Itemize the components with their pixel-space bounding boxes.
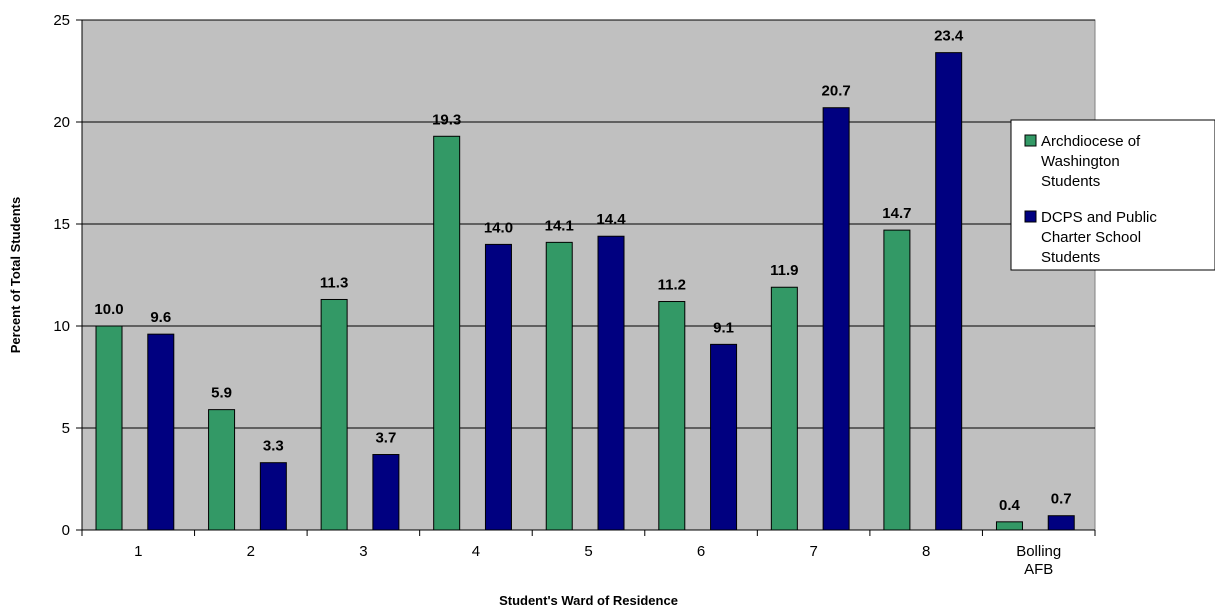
x-tick-label: 4 xyxy=(472,543,480,560)
data-label: 10.0 xyxy=(94,301,123,318)
data-label: 0.4 xyxy=(999,497,1021,514)
bar-series-2-3 xyxy=(372,454,400,531)
legend-entry-line: Students xyxy=(1041,173,1100,190)
x-tick-label: 8 xyxy=(922,543,930,560)
data-label: 23.4 xyxy=(934,28,964,45)
legend-entry-line: Washington xyxy=(1041,153,1120,170)
bars xyxy=(95,52,1075,531)
x-tick-label: 7 xyxy=(809,543,817,560)
x-tick-label-line: Bolling xyxy=(1016,543,1061,560)
legend-entry-line: Archdiocese of xyxy=(1041,133,1141,150)
bar-series-2-bolling-afb xyxy=(1047,515,1075,531)
x-axis-title: Student's Ward of Residence xyxy=(499,593,678,608)
bar-series-2-8 xyxy=(935,52,963,531)
data-label: 14.4 xyxy=(596,211,626,228)
bar-series-1-bolling-afb xyxy=(995,521,1023,531)
x-tick-label: 6 xyxy=(697,543,705,560)
y-axis-title: Percent of Total Students xyxy=(8,197,23,354)
y-tick-label: 25 xyxy=(53,12,70,29)
x-tick-label-line: AFB xyxy=(1024,561,1053,578)
bar-series-1-2 xyxy=(208,409,236,531)
bar-series-1-1 xyxy=(95,325,123,531)
bar-series-1-4 xyxy=(433,135,461,531)
x-tick-label-line: 1 xyxy=(134,543,142,560)
data-label: 3.7 xyxy=(375,430,396,447)
legend: Archdiocese of Washington Students DCPS and… xyxy=(1010,119,1215,271)
x-tick-label: 5 xyxy=(584,543,592,560)
data-labels: 10.0 5.9 11.3 19.3 14.1 11.2 11.9 14.7 0.4 9.6 3.3… xyxy=(94,28,1071,514)
y-tick-label: 20 xyxy=(53,114,70,131)
data-label: 5.9 xyxy=(211,385,232,402)
data-label: 9.6 xyxy=(150,309,171,326)
gridlines xyxy=(82,19,1095,429)
bar-series-1-7 xyxy=(770,286,798,531)
x-tick-label: 2 xyxy=(247,543,255,560)
legend-swatch xyxy=(1024,134,1037,147)
x-axis: 1 2 3 4 5 6 7 8 Bolling AFB xyxy=(81,529,1096,578)
x-tick-label-line: 7 xyxy=(809,543,817,560)
legend-entry-line: Students xyxy=(1041,249,1100,266)
legend-swatch xyxy=(1024,210,1037,223)
bar-series-2-1 xyxy=(147,333,175,531)
x-tick-label-line: 4 xyxy=(472,543,480,560)
bar-series-2-7 xyxy=(822,107,850,531)
bar-series-1-6 xyxy=(658,301,686,531)
bar-series-2-4 xyxy=(484,243,512,531)
data-label: 14.0 xyxy=(484,219,513,236)
x-tick-label: Bolling AFB xyxy=(1016,543,1061,578)
legend-entry-line: Charter School xyxy=(1041,229,1141,246)
x-tick-label-line: 5 xyxy=(584,543,592,560)
legend-box xyxy=(1010,119,1215,271)
data-label: 11.2 xyxy=(658,277,686,294)
x-tick-label-line: 2 xyxy=(247,543,255,560)
x-tick-label-line: 3 xyxy=(359,543,367,560)
data-label: 14.7 xyxy=(882,205,911,222)
x-tick-label-line: 8 xyxy=(922,543,930,560)
bar-series-1-8 xyxy=(883,229,911,531)
y-axis: 0 5 10 15 20 25 xyxy=(53,12,83,539)
data-label: 0.7 xyxy=(1051,491,1072,508)
x-tick-label-line: 6 xyxy=(697,543,705,560)
y-tick-label: 5 xyxy=(62,420,70,437)
data-label: 11.9 xyxy=(770,262,798,279)
legend-entry-line: DCPS and Public xyxy=(1041,209,1157,226)
x-tick-label: 3 xyxy=(359,543,367,560)
x-tick-label: 1 xyxy=(134,543,142,560)
data-label: 11.3 xyxy=(320,274,348,291)
y-tick-label: 10 xyxy=(53,318,70,335)
bar-series-2-5 xyxy=(597,235,625,531)
data-label: 20.7 xyxy=(822,83,851,100)
bar-series-2-2 xyxy=(259,462,287,531)
bar-series-2-6 xyxy=(710,343,738,531)
data-label: 19.3 xyxy=(432,111,461,128)
data-label: 14.1 xyxy=(545,217,574,234)
bar-series-1-3 xyxy=(320,298,348,531)
data-label: 9.1 xyxy=(713,319,734,336)
plot-area xyxy=(81,19,1096,531)
y-tick-label: 0 xyxy=(62,522,70,539)
y-tick-label: 15 xyxy=(53,216,70,233)
data-label: 3.3 xyxy=(263,438,284,455)
bar-series-1-5 xyxy=(545,241,573,531)
